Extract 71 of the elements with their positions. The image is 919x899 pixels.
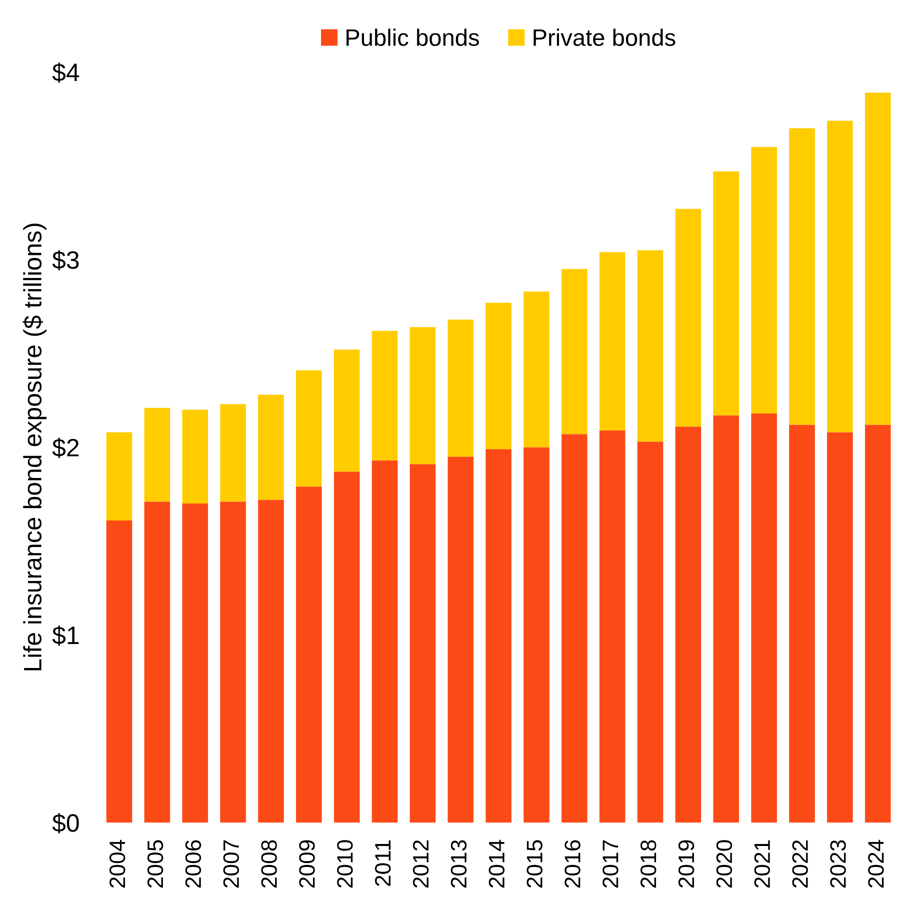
bar — [334, 472, 360, 823]
bar — [182, 410, 208, 504]
y-axis-title: Life insurance bond exposure ($ trillions) — [22, 224, 46, 670]
bar — [486, 449, 512, 823]
bar — [182, 504, 208, 823]
bar — [637, 250, 664, 442]
x-tick-label: 2013 — [450, 840, 467, 888]
y-tick-label: $3 — [52, 250, 79, 270]
bar — [410, 464, 436, 823]
x-tick-label: 2016 — [564, 840, 580, 888]
bar — [524, 291, 550, 448]
bar — [524, 447, 550, 823]
x-tick-label: 2017 — [602, 840, 618, 888]
x-tick-label: 2023 — [830, 840, 846, 888]
bar — [562, 434, 588, 823]
bar — [864, 424, 891, 823]
bar — [562, 268, 588, 434]
bar — [864, 92, 891, 425]
y-tick-label: $0 — [52, 813, 79, 834]
bar — [106, 432, 132, 520]
bar — [334, 350, 360, 472]
bar — [827, 432, 853, 823]
bar — [410, 327, 436, 464]
bar — [827, 120, 853, 432]
x-tick-label: 2006 — [185, 840, 202, 888]
x-tick-label: 2024 — [868, 840, 884, 888]
x-tick-label: 2007 — [223, 840, 240, 888]
x-tick-label: 2005 — [147, 840, 164, 888]
bar — [637, 442, 664, 823]
bar — [372, 460, 398, 823]
x-tick-label: 2004 — [109, 840, 126, 888]
y-tick-label: $2 — [52, 438, 79, 458]
bar — [144, 408, 170, 502]
x-tick-label: 2022 — [792, 840, 808, 888]
legend-label: Public bonds — [346, 28, 479, 46]
bar — [599, 430, 626, 823]
x-tick-label: 2018 — [640, 840, 656, 888]
bar — [372, 330, 398, 460]
bar — [751, 413, 777, 823]
x-tick-label: 2012 — [412, 840, 429, 888]
bar — [448, 320, 474, 457]
legend-label: Private bonds — [534, 28, 676, 46]
bar — [486, 302, 512, 450]
x-tick-label: 2010 — [337, 840, 353, 888]
bar — [144, 502, 170, 823]
bar — [220, 502, 246, 823]
bar — [258, 394, 284, 500]
bar — [675, 426, 702, 823]
bar — [296, 370, 322, 487]
x-tick-label: 2019 — [678, 840, 694, 888]
bar — [599, 252, 626, 430]
bar — [789, 424, 815, 823]
bar — [296, 486, 322, 823]
bar — [713, 415, 740, 823]
x-tick-label: 2014 — [488, 840, 505, 888]
y-tick-label: $1 — [52, 625, 79, 646]
bar — [789, 128, 815, 425]
x-tick-label: 2008 — [261, 840, 277, 888]
bar — [675, 208, 702, 427]
x-tick-label: 2021 — [754, 840, 770, 888]
bar — [220, 404, 246, 502]
bar — [106, 520, 132, 823]
x-tick-label: 2015 — [526, 840, 542, 888]
bar — [258, 500, 284, 823]
x-tick-label: 2011 — [374, 840, 391, 886]
bar — [751, 146, 777, 414]
y-tick-label: $4 — [52, 62, 80, 83]
bar — [713, 171, 740, 416]
x-tick-label: 2009 — [299, 840, 315, 888]
x-tick-label: 2020 — [716, 840, 732, 888]
bar — [448, 456, 474, 823]
